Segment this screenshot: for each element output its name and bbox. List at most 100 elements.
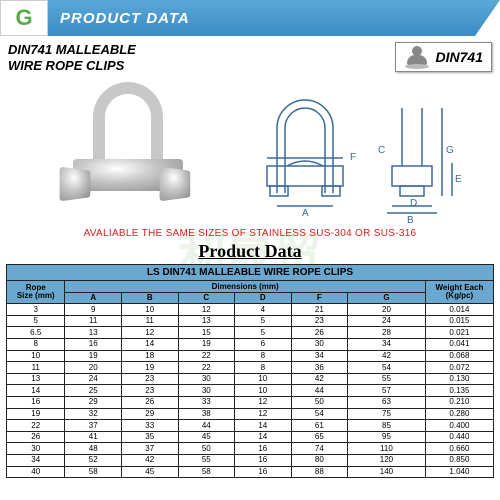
table-cell: 50 xyxy=(178,443,235,455)
table-cell: 25 xyxy=(65,385,122,397)
table-cell: 65 xyxy=(291,431,348,443)
svg-text:G: G xyxy=(446,145,454,156)
table-cell: 33 xyxy=(121,420,178,432)
table-cell: 45 xyxy=(178,431,235,443)
product-photo-area: DIN741 MALLEABLE WIRE ROPE CLIPS xyxy=(8,42,238,228)
table-cell: 35 xyxy=(121,431,178,443)
product-image xyxy=(23,77,223,227)
table-cell: 42 xyxy=(121,454,178,466)
table-cell: 16 xyxy=(235,466,292,478)
table-cell: 23 xyxy=(291,315,348,327)
table-cell: 8 xyxy=(7,338,65,350)
table-cell: 140 xyxy=(348,466,426,478)
table-cell: 42 xyxy=(348,350,426,362)
table-cell: 45 xyxy=(121,466,178,478)
table-cell: 11 xyxy=(121,315,178,327)
table-cell: 36 xyxy=(291,362,348,374)
nut-icon xyxy=(60,167,91,202)
table-row: 3452425516801200.850 xyxy=(7,454,494,466)
model-badge: DIN741 xyxy=(395,42,492,72)
table-cell: 0.015 xyxy=(425,315,493,327)
table-cell: 9 xyxy=(65,304,122,316)
nut-icon xyxy=(160,167,191,202)
table-row: 223733441461850.400 xyxy=(7,420,494,432)
table-cell: 40 xyxy=(7,466,65,478)
table-cell: 37 xyxy=(65,420,122,432)
table-cell: 24 xyxy=(65,373,122,385)
table-header-row: RopeSize (mm) Dimensions (mm) Weight Eac… xyxy=(7,281,494,293)
table-row: 10191822834420.068 xyxy=(7,350,494,362)
table-cell: 48 xyxy=(65,443,122,455)
table-cell: 52 xyxy=(65,454,122,466)
badge-text: DIN741 xyxy=(436,49,483,65)
table-cell: 23 xyxy=(121,385,178,397)
table-cell: 10 xyxy=(235,385,292,397)
table-cell: 14 xyxy=(7,385,65,397)
table-cell: 10 xyxy=(121,304,178,316)
table-cell: 74 xyxy=(291,443,348,455)
table-cell: 0.068 xyxy=(425,350,493,362)
table-cell: 5 xyxy=(235,315,292,327)
table-row: 132423301042550.130 xyxy=(7,373,494,385)
svg-text:E: E xyxy=(455,174,462,185)
page-title: PRODUCT DATA xyxy=(60,10,190,27)
table-cell: 18 xyxy=(121,350,178,362)
table-cell: 0.850 xyxy=(425,454,493,466)
table-cell: 34 xyxy=(348,338,426,350)
table-body: 391012421200.0145111113523240.0156.51312… xyxy=(7,304,494,478)
header-bar: G PRODUCT DATA xyxy=(0,0,500,36)
table-cell: 12 xyxy=(121,327,178,339)
table-cell: 13 xyxy=(7,373,65,385)
data-title: Product Data xyxy=(0,241,500,262)
title-bar: PRODUCT DATA xyxy=(48,0,500,36)
table-cell: 34 xyxy=(7,454,65,466)
table-cell: 22 xyxy=(178,350,235,362)
table-cell: 88 xyxy=(291,466,348,478)
svg-text:D: D xyxy=(410,198,417,209)
table-cell: 50 xyxy=(291,396,348,408)
svg-text:B: B xyxy=(407,215,414,226)
table-cell: 16 xyxy=(235,454,292,466)
table-cell: 12 xyxy=(178,304,235,316)
table-cell: 16 xyxy=(235,443,292,455)
table-cell: 16 xyxy=(7,396,65,408)
table-cell: 0.130 xyxy=(425,373,493,385)
table-cell: 11 xyxy=(65,315,122,327)
table-cell: 20 xyxy=(65,362,122,374)
product-title-line1: DIN741 MALLEABLE xyxy=(8,42,136,57)
table-cell: 0.400 xyxy=(425,420,493,432)
table-cell: 63 xyxy=(348,396,426,408)
table-cell: 44 xyxy=(178,420,235,432)
svg-text:C: C xyxy=(378,145,385,156)
table-cell: 12 xyxy=(235,408,292,420)
ubolt-icon xyxy=(93,82,163,167)
table-cell: 10 xyxy=(7,350,65,362)
table-row: 162926331250630.210 xyxy=(7,396,494,408)
table-cell: 0.280 xyxy=(425,408,493,420)
table-cell: 110 xyxy=(348,443,426,455)
table-cell: 24 xyxy=(348,315,426,327)
technical-diagram: A F B D G C E xyxy=(242,78,462,228)
diagram-area: DIN741 xyxy=(238,42,492,228)
table-cell: 19 xyxy=(7,408,65,420)
table-cell: 32 xyxy=(65,408,122,420)
table-cell: 41 xyxy=(65,431,122,443)
table-cell: 85 xyxy=(348,420,426,432)
product-title-line2: WIRE ROPE CLIPS xyxy=(8,58,124,73)
table-caption: LS DIN741 MALLEABLE WIRE ROPE CLIPS xyxy=(6,264,494,280)
table-cell: 28 xyxy=(348,327,426,339)
table-cell: 0.440 xyxy=(425,431,493,443)
table-cell: 30 xyxy=(178,373,235,385)
table-cell: 95 xyxy=(348,431,426,443)
table-cell: 80 xyxy=(291,454,348,466)
table-cell: 22 xyxy=(7,420,65,432)
table-cell: 10 xyxy=(235,373,292,385)
table-cell: 19 xyxy=(121,362,178,374)
table-cell: 0.135 xyxy=(425,385,493,397)
table-cell: 14 xyxy=(235,431,292,443)
table-cell: 0.014 xyxy=(425,304,493,316)
table-row: 193229381254750.280 xyxy=(7,408,494,420)
table-cell: 26 xyxy=(121,396,178,408)
table-cell: 6.5 xyxy=(7,327,65,339)
table-cell: 4 xyxy=(235,304,292,316)
